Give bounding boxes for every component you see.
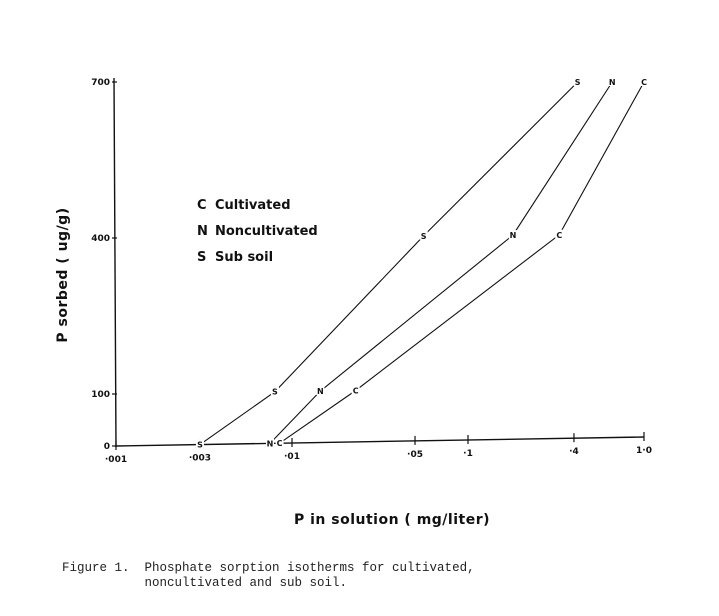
point-noncultivated-1: N (317, 387, 324, 396)
point-bg-cultivated-2 (555, 229, 564, 239)
axes (113, 77, 645, 448)
point-cultivated-3: C (641, 78, 647, 87)
legend-label-cultivated: Cultivated (215, 198, 291, 213)
point-bg-sub-soil-0 (195, 439, 204, 449)
y-axis-title: P sorbed ( ug/g) (55, 207, 71, 342)
point-noncultivated-3: N (609, 78, 616, 87)
x-tick-label-0-003: ·003 (189, 454, 211, 464)
point-bg-sub-soil-2 (419, 230, 428, 240)
y-tick-label-100: 100 (91, 390, 110, 400)
series-lines (199, 81, 645, 446)
point-bg-cultivated-0 (275, 438, 284, 448)
caption-line-1: Figure 1. Phosphate sorption isotherms f… (62, 561, 475, 575)
point-bg-noncultivated-1 (316, 386, 325, 396)
legend-label-noncultivated: Noncultivated (215, 224, 318, 239)
series-line-sub-soil (199, 81, 579, 446)
y-axis-line (113, 77, 117, 448)
legend-marker-cultivated: C (197, 198, 207, 213)
point-bg-sub-soil-3 (573, 77, 582, 86)
legend-label-sub-soil: Sub soil (215, 250, 273, 265)
legend-marker-noncultivated: N (197, 224, 208, 239)
point-bg-noncultivated-3 (608, 77, 617, 86)
point-cultivated-2: C (556, 231, 562, 240)
series-line-cultivated (279, 81, 645, 444)
x-tick-label-1: 1·0 (636, 446, 652, 456)
figure-caption: Figure 1. Phosphate sorption isotherms f… (62, 561, 475, 591)
legend: C Cultivated N Noncultivated S Sub soil (197, 198, 318, 265)
x-tick-label-0-4: ·4 (569, 447, 579, 457)
x-tick-label-0-001: ·001 (105, 455, 127, 465)
y-axis-ticks: 0 100 400 700 (91, 78, 117, 452)
legend-marker-sub-soil: S (197, 250, 206, 265)
point-bg-sub-soil-1 (270, 386, 279, 396)
point-bg-noncultivated-0 (266, 438, 275, 448)
point-bg-cultivated-3 (640, 77, 648, 86)
point-sub-soil-2: S (421, 232, 427, 241)
y-tick-label-700: 700 (91, 78, 110, 88)
x-axis-line (115, 436, 645, 447)
y-tick-label-400: 400 (91, 234, 110, 244)
x-tick-label-0-05: ·05 (407, 450, 423, 460)
point-noncultivated-0: N (267, 439, 274, 448)
point-sub-soil-1: S (272, 388, 278, 397)
y-tick-label-0: 0 (104, 442, 110, 452)
point-noncultivated-2: N (510, 231, 517, 240)
x-tick-label-0-01: ·01 (284, 452, 300, 462)
x-tick-label-0-1: ·1 (463, 449, 473, 459)
point-cultivated-1: C (353, 386, 359, 395)
point-bg-noncultivated-2 (508, 230, 517, 240)
series-line-noncultivated (269, 81, 613, 444)
point-bg-cultivated-1 (351, 385, 360, 395)
x-axis-ticks: ·001 ·003 ·01 ·05 ·1 ·4 1·0 (105, 432, 652, 465)
point-cultivated-0: C (277, 439, 283, 448)
point-sub-soil-0: S (197, 441, 203, 450)
x-axis-title: P in solution ( mg/liter) (294, 512, 490, 528)
point-sub-soil-3: S (575, 78, 581, 87)
caption-line-2: noncultivated and sub soil. (62, 576, 348, 590)
